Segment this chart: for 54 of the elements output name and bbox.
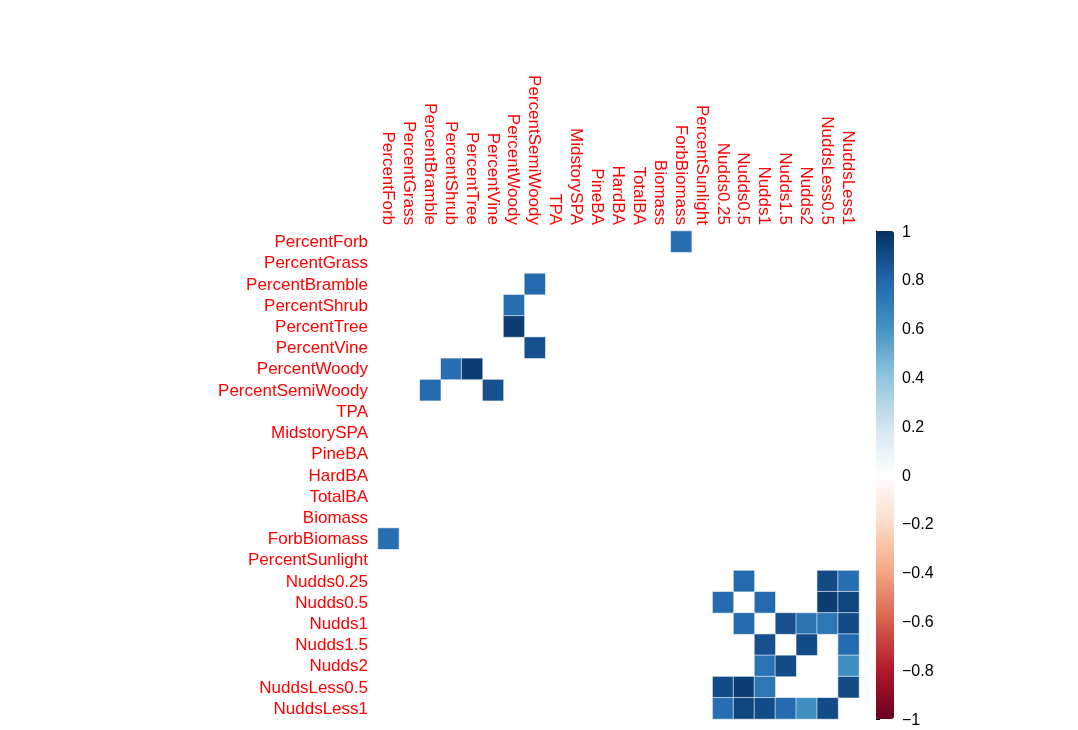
x-tick-label: Biomass (650, 159, 670, 225)
y-tick-label: PercentForb (274, 232, 368, 252)
y-tick-label: Nudds0.5 (295, 592, 368, 612)
color-bar-label: −0.6 (902, 612, 934, 630)
y-tick-label: Nudds1.5 (295, 635, 368, 655)
y-tick-label: NuddsLess0.5 (259, 677, 368, 697)
y-tick-label: TotalBA (309, 486, 369, 506)
y-tick-label: Biomass (302, 507, 368, 527)
x-tick-label: ForbBiomass (671, 124, 691, 225)
y-tick-label: Nudds2 (309, 656, 368, 676)
color-bar-label: 0.8 (902, 271, 925, 289)
color-bar-label: −1 (902, 710, 921, 728)
x-tick-label: PercentTree (462, 132, 482, 225)
color-bar-label: −0.2 (902, 515, 934, 533)
y-tick-label: MidstorySPA (271, 423, 369, 443)
color-bar-label: 0.2 (902, 417, 925, 435)
y-tick-label: PercentGrass (264, 253, 368, 273)
x-tick-label: Nudds1 (755, 166, 775, 225)
x-tick-label: Nudds0.25 (713, 142, 733, 225)
x-tick-label: MidstorySPA (567, 128, 587, 226)
x-tick-label: Nudds2 (797, 166, 817, 225)
y-tick-label: PercentSunlight (247, 550, 369, 570)
color-bar-label: 1 (902, 222, 911, 240)
color-bar-label: −0.8 (902, 661, 934, 679)
color-bar-label: 0.4 (902, 368, 925, 386)
x-tick-label: PercentWoody (504, 113, 524, 226)
y-tick-label: PercentTree (275, 316, 368, 336)
x-tick-label: PercentSunlight (692, 104, 712, 226)
y-tick-label: TPA (336, 401, 369, 421)
y-tick-label: Nudds1 (309, 614, 368, 634)
x-tick-label: PercentSemiWoody (525, 75, 545, 226)
y-tick-label: PercentWoody (256, 359, 369, 379)
y-tick-label: PineBA (311, 444, 369, 464)
y-tick-label: PercentSemiWoody (218, 380, 369, 400)
x-tick-label: PercentShrub (441, 121, 461, 225)
color-bar-label: −0.4 (902, 564, 934, 582)
x-tick-label: NuddsLess0.5 (818, 116, 838, 225)
x-tick-label: HardBA (609, 165, 628, 226)
y-tick-label: PercentBramble (246, 274, 368, 294)
color-bar-label: 0 (902, 466, 911, 484)
y-tick-label: Nudds0.25 (285, 571, 368, 591)
x-tick-label: Nudds1.5 (776, 152, 796, 225)
x-tick-label: PercentVine (483, 132, 503, 225)
x-tick-label: TPA (546, 193, 566, 226)
y-tick-label: ForbBiomass (267, 529, 368, 549)
y-tick-label: HardBA (308, 465, 369, 485)
x-tick-label: PineBA (588, 168, 608, 226)
x-tick-label: NuddsLess1 (839, 130, 859, 225)
x-tick-label: Nudds0.5 (734, 152, 754, 225)
y-tick-label: PercentShrub (264, 295, 368, 315)
color-bar-label: 0.6 (902, 320, 925, 338)
x-tick-label: TotalBA (629, 166, 649, 226)
y-tick-label: PercentVine (275, 338, 368, 358)
y-tick-label: NuddsLess1 (273, 698, 368, 718)
